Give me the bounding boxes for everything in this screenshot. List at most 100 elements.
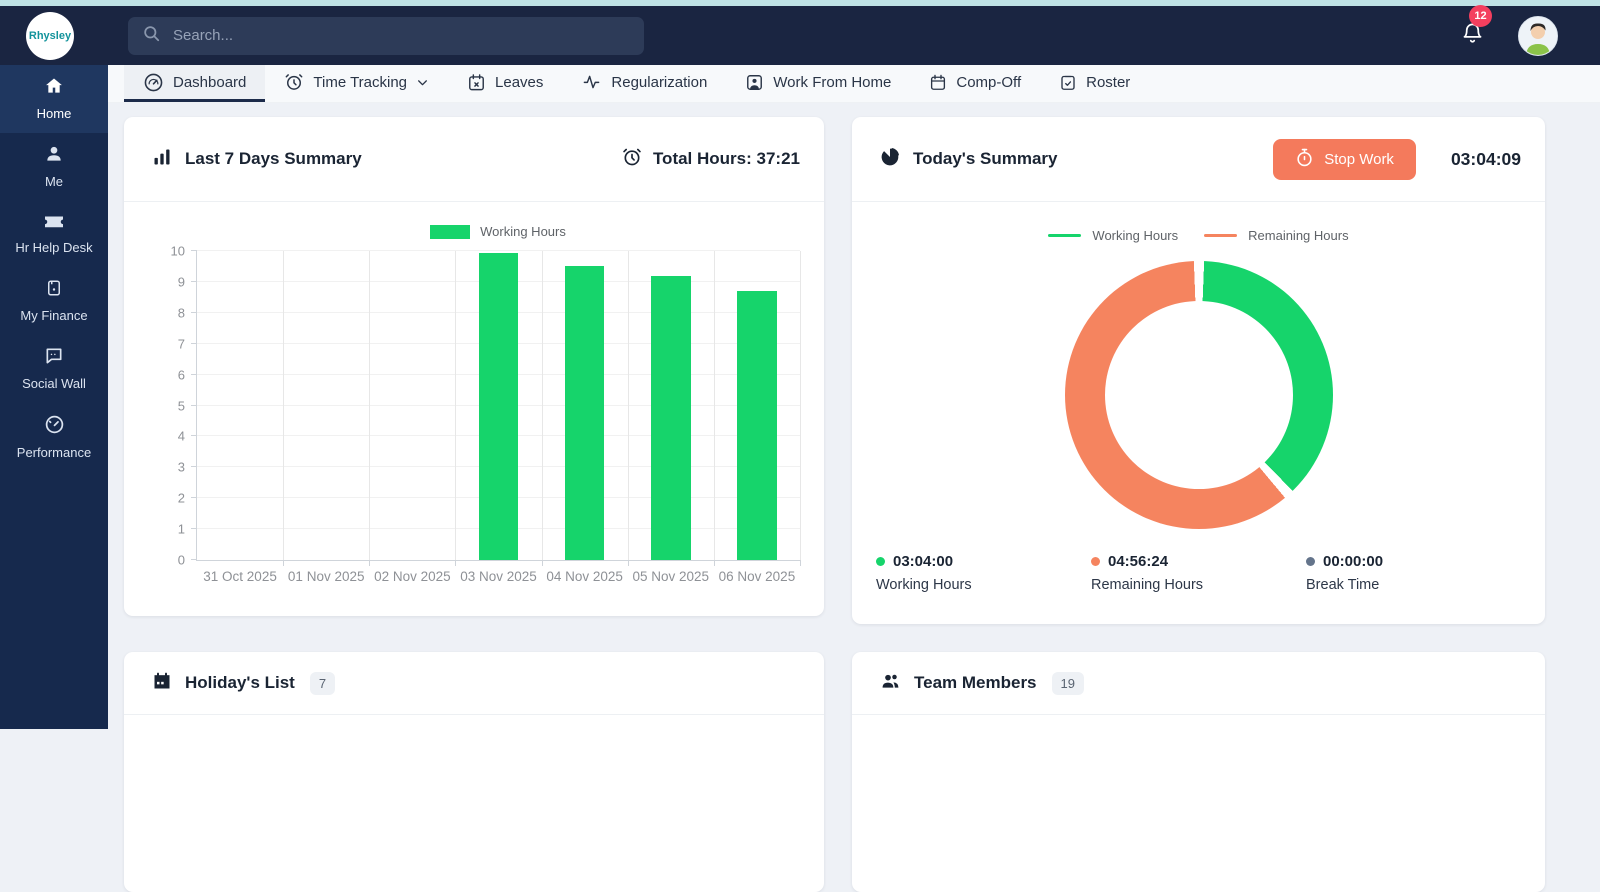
sidebar-item-home[interactable]: Home [0,65,108,133]
chevron-down-icon [416,76,429,89]
team-members-card: Team Members 19 [852,652,1545,892]
legend-label: Working Hours [480,224,566,239]
user-avatar[interactable] [1518,16,1558,56]
stat-value: 04:56:24 [1108,553,1168,570]
notification-count-badge: 12 [1469,5,1492,27]
y-axis-tick-label: 0 [178,553,185,568]
tab-label: Roster [1086,74,1130,91]
tab-dashboard[interactable]: Dashboard [124,65,265,102]
tab-work-from-home[interactable]: Work From Home [726,65,910,102]
user-square-icon [745,73,764,92]
stat-label: Break Time [1306,577,1521,593]
ticket-icon [43,212,65,230]
y-axis-tick-label: 5 [178,398,185,413]
y-axis-tick-label: 1 [178,522,185,537]
card-title-text: Team Members [914,673,1037,693]
logo-text: Rhysley [29,30,71,42]
tab-label: Dashboard [173,74,246,91]
y-axis-tick-label: 8 [178,305,185,320]
tab-comp-off[interactable]: Comp-Off [910,65,1040,102]
donut-legend-entry[interactable]: Working Hours [1048,228,1178,243]
y-axis-tick [191,343,197,344]
y-axis-tick-label: 7 [178,336,185,351]
x-axis-tick-label: 31 Oct 2025 [203,569,277,584]
divider [852,201,1545,202]
y-axis-tick-label: 6 [178,367,185,382]
tab-roster[interactable]: Roster [1040,65,1149,102]
bar-03-nov-2025[interactable] [479,253,519,560]
y-axis-tick [191,281,197,282]
company-logo[interactable]: Rhysley [26,12,74,60]
tab-leaves[interactable]: Leaves [448,65,562,102]
holidays-list-card: Holiday's List 7 [124,652,824,892]
stop-work-button[interactable]: Stop Work [1273,139,1416,180]
tab-regularization[interactable]: Regularization [562,65,726,102]
x-axis-tick-label: 03 Nov 2025 [460,569,537,584]
v-gridline [542,251,543,560]
gauge-icon [44,414,65,435]
tab-label: Regularization [611,74,707,91]
stopwatch-icon [1295,148,1314,171]
v-gridline [628,251,629,560]
x-axis-tick-label: 02 Nov 2025 [374,569,451,584]
y-axis-tick [191,312,197,313]
legend-line-swatch [1204,234,1237,237]
calendar-x-icon [467,73,486,92]
x-axis-tick [800,560,801,566]
sidebar-item-social-wall[interactable]: Social Wall [0,335,108,403]
x-axis-tick [714,560,715,566]
alarm-clock-icon [284,72,304,92]
donut-legend-entry[interactable]: Remaining Hours [1204,228,1348,243]
tab-label: Time Tracking [313,74,407,91]
tab-bar: Dashboard Time Tracking Leaves Regularizati… [108,65,1600,103]
y-axis-tick [191,497,197,498]
notifications-button[interactable]: 12 [1461,21,1484,50]
finance-icon [45,278,63,298]
total-hours-text: Total Hours: 37:21 [653,149,800,169]
x-axis-tick-label: 01 Nov 2025 [288,569,365,584]
legend-swatch [430,225,470,239]
alarm-clock-icon [622,147,642,172]
sidebar-item-label: Performance [4,445,104,460]
bar-chart-icon [152,147,172,172]
users-icon [880,671,901,696]
search-bar[interactable] [128,17,644,55]
sidebar-item-label: Social Wall [4,376,104,391]
y-axis-tick-label: 10 [171,244,185,259]
tab-label: Comp-Off [956,74,1021,91]
sidebar-item-label: Me [4,174,104,189]
chat-bubble-icon [44,346,64,366]
bar-06-nov-2025[interactable] [737,291,777,560]
bar-05-nov-2025[interactable] [651,276,691,560]
activity-icon [581,73,602,91]
main-content: Last 7 Days Summary Total Hours: 37:21 W… [108,103,1600,729]
sidebar-item-performance[interactable]: Performance [0,403,108,472]
todays-summary-card: Today's Summary Stop Work 03:04:09 Worki… [852,117,1545,624]
home-icon [43,76,65,96]
search-icon [142,24,161,48]
v-gridline [455,251,456,560]
y-axis-tick [191,466,197,467]
stat-break-time: 00:00:00 Break Time [1306,553,1521,593]
stat-value: 00:00:00 [1323,553,1383,570]
y-axis-tick [191,528,197,529]
sidebar-item-hr-help-desk[interactable]: Hr Help Desk [0,201,108,267]
user-icon [44,144,64,164]
y-axis-tick [191,405,197,406]
sidebar-item-my-finance[interactable]: My Finance [0,267,108,335]
tab-time-tracking[interactable]: Time Tracking [265,65,448,102]
bar-04-nov-2025[interactable] [565,266,605,560]
pie-chart-icon [880,147,900,172]
x-axis-tick [283,560,284,566]
calendar-grid-icon [152,671,172,696]
sidebar-item-label: My Finance [4,308,104,323]
work-timer: 03:04:09 [1451,149,1521,170]
chart-legend[interactable]: Working Hours [196,224,800,239]
topbar: Rhysley 12 [0,6,1600,65]
y-axis-tick [191,250,197,251]
search-input[interactable] [173,27,630,44]
sidebar-item-me[interactable]: Me [0,133,108,201]
